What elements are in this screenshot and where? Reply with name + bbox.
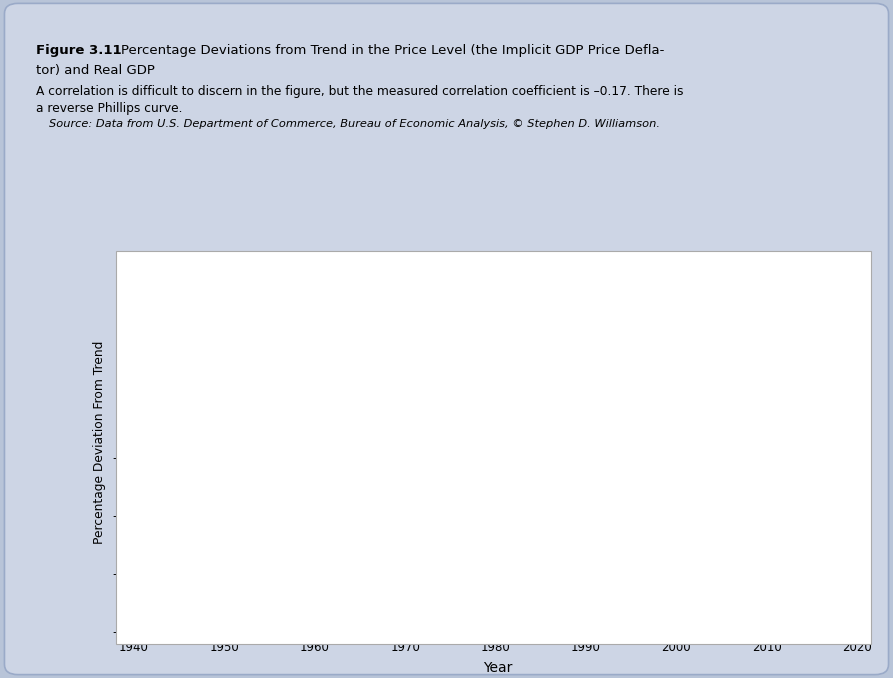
X-axis label: Year: Year xyxy=(483,661,513,675)
Text: Price Level: Price Level xyxy=(509,314,586,327)
Text: a reverse Phillips curve.: a reverse Phillips curve. xyxy=(36,102,182,115)
Text: Figure 3.11: Figure 3.11 xyxy=(36,44,121,57)
Text: Percentage Deviations from Trend in the Price Level (the Implicit GDP Price Defl: Percentage Deviations from Trend in the … xyxy=(121,44,663,57)
Y-axis label: Percentage Deviation From Trend: Percentage Deviation From Trend xyxy=(93,341,105,544)
Text: A correlation is difficult to discern in the figure, but the measured correlatio: A correlation is difficult to discern in… xyxy=(36,85,683,98)
Text: GDP: GDP xyxy=(473,530,503,542)
Text: Source: Data from U.S. Department of Commerce, Bureau of Economic Analysis, © St: Source: Data from U.S. Department of Com… xyxy=(49,119,660,129)
Text: tor) and Real GDP: tor) and Real GDP xyxy=(36,64,154,77)
